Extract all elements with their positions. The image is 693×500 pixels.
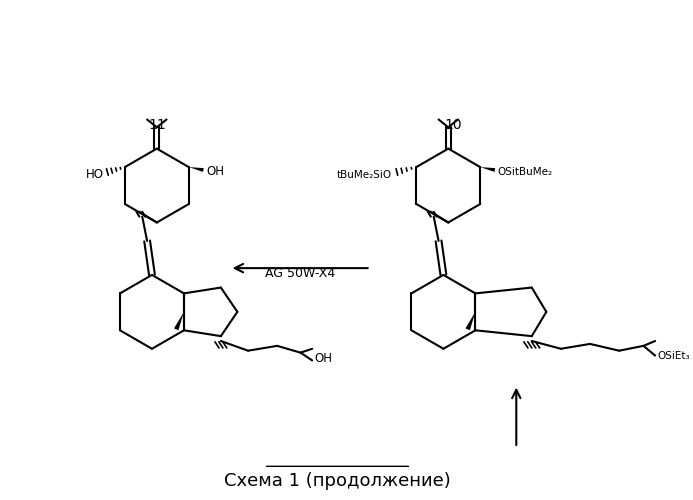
Text: Схема 1 (продолжение): Схема 1 (продолжение) [224,472,451,490]
Text: HO: HO [85,168,103,181]
Text: OSitBuMe₂: OSitBuMe₂ [498,167,553,177]
Text: OH: OH [207,166,225,178]
Polygon shape [188,167,204,172]
Polygon shape [466,312,475,330]
Text: AG 50W-X4: AG 50W-X4 [265,267,335,280]
Polygon shape [480,167,495,172]
Text: tBuMe₂SiO: tBuMe₂SiO [337,170,392,180]
Text: OSiEt₃: OSiEt₃ [657,350,690,360]
Text: 11: 11 [148,118,166,132]
Text: 10: 10 [444,118,462,132]
Text: OH: OH [314,352,332,365]
Polygon shape [174,312,184,330]
